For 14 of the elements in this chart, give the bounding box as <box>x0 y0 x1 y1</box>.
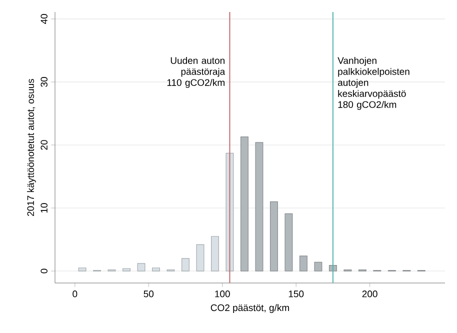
x-tick-label: 150 <box>288 290 304 298</box>
x-tick-label: 50 <box>144 290 154 298</box>
y-tick-label: 40 <box>40 14 48 24</box>
ref-line-label: Vanhojen palkkiokelpoisten autojen keskiarvopäästö 180 gCO2/km <box>338 56 410 110</box>
ref-line-label: Uuden auton päästöraja 110 gCO2/km <box>167 56 226 88</box>
y-tick-label: 0 <box>40 268 48 274</box>
y-tick-label: 10 <box>40 203 48 213</box>
x-tick-label: 0 <box>72 290 78 298</box>
x-axis-title: CO2 päästöt, g/km <box>210 304 289 313</box>
x-tick-label: 200 <box>362 290 378 298</box>
y-axis-title: 2017 käyttöönotetut autot, osuus <box>27 78 36 216</box>
x-tick-label: 100 <box>215 290 230 298</box>
y-tick-label: 30 <box>40 77 48 87</box>
y-tick-label: 20 <box>40 140 48 150</box>
